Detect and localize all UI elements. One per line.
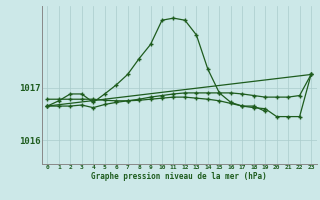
X-axis label: Graphe pression niveau de la mer (hPa): Graphe pression niveau de la mer (hPa) [91,172,267,181]
